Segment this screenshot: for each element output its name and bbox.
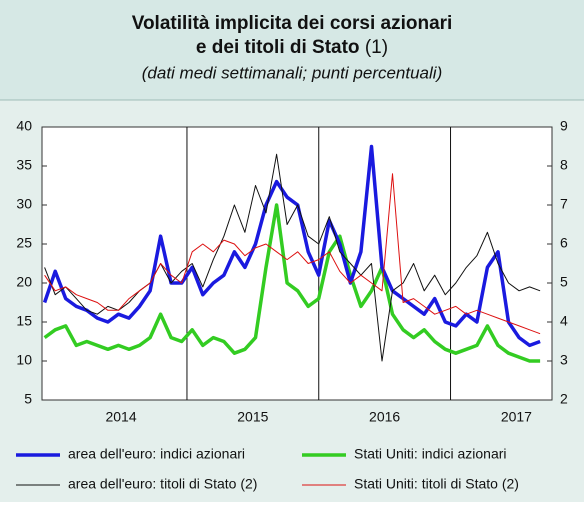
y2-tick-label: 3 xyxy=(560,352,568,368)
chart-title: Volatilità implicita dei corsi azionari xyxy=(132,13,453,34)
legend-label: area dell'euro: titoli di Stato (2) xyxy=(68,476,257,492)
chart-subtitle: (dati medi settimanali; punti percentual… xyxy=(142,63,442,82)
y-tick-label: 5 xyxy=(24,391,32,407)
chart-title: e dei titoli di Stato (1) xyxy=(196,37,388,58)
legend-label: Stati Uniti: indici azionari xyxy=(354,446,507,462)
series-line xyxy=(44,153,541,362)
legend-label: Stati Uniti: titoli di Stato (2) xyxy=(354,476,519,492)
y2-tick-label: 2 xyxy=(560,391,568,407)
y2-tick-label: 6 xyxy=(560,235,568,251)
y-tick-label: 15 xyxy=(16,313,32,329)
plot-area xyxy=(41,126,553,401)
y-tick-label: 25 xyxy=(16,235,32,251)
x-tick-label: 2016 xyxy=(369,409,400,425)
title-note: (1) xyxy=(365,37,388,58)
x-tick-label: 2014 xyxy=(105,409,136,425)
y2-tick-label: 8 xyxy=(560,157,568,173)
y-tick-label: 30 xyxy=(16,196,32,212)
series-line xyxy=(42,144,541,348)
y2-tick-label: 9 xyxy=(560,118,568,134)
y-tick-label: 20 xyxy=(16,274,32,290)
series-line xyxy=(43,203,541,363)
y2-tick-label: 4 xyxy=(560,313,568,329)
y-tick-label: 35 xyxy=(16,157,32,173)
x-tick-label: 2017 xyxy=(501,409,532,425)
y-tick-label: 40 xyxy=(16,118,32,134)
y2-tick-label: 5 xyxy=(560,274,568,290)
title-line: e dei titoli di Stato xyxy=(196,37,360,58)
y-tick-label: 10 xyxy=(16,352,32,368)
legend-label: area dell'euro: indici azionari xyxy=(68,446,245,462)
header-background xyxy=(0,0,584,100)
x-tick-label: 2015 xyxy=(237,409,268,425)
series-line xyxy=(44,173,541,335)
y2-tick-label: 7 xyxy=(560,196,568,212)
